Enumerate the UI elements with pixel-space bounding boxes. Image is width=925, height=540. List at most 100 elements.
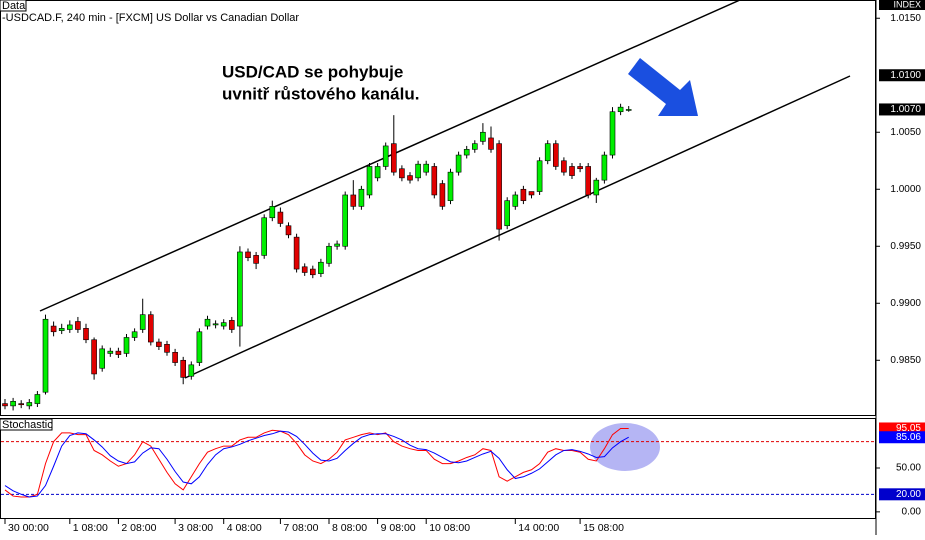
panel-label-box <box>0 0 27 12</box>
x-tick-label: 4 08:00 <box>227 522 262 534</box>
candle-body <box>10 401 16 407</box>
candle-body <box>504 200 511 227</box>
candle-body <box>552 143 559 167</box>
candle-body <box>115 350 122 355</box>
candle-body <box>366 166 373 196</box>
candle-body <box>544 143 551 162</box>
candle-body <box>18 403 25 406</box>
candle-body <box>99 348 105 369</box>
price-marker <box>879 69 925 82</box>
y-tick-label: 0.9900 <box>890 298 921 309</box>
x-tick-label: 2 08:00 <box>121 522 156 534</box>
y-tick-label: 0.9950 <box>890 241 921 252</box>
candle-body <box>156 341 162 347</box>
x-tick-label: 10 08:00 <box>429 522 470 534</box>
annotation: USD/CAD se pohybuje <box>222 62 403 81</box>
candle-body <box>382 145 389 167</box>
candle-body <box>528 191 535 196</box>
x-tick-label: 7 08:00 <box>283 522 318 534</box>
candle-body <box>188 364 195 377</box>
candle-body <box>2 403 8 407</box>
candle-body <box>439 183 446 207</box>
last-value-label: 85.06 <box>896 432 921 443</box>
candle-body <box>463 149 470 156</box>
chart-title: -USDCAD.F, 240 min - [FXCM] US Dollar vs… <box>2 12 299 24</box>
candle-body <box>471 143 478 150</box>
candle-body <box>601 154 608 181</box>
candle-body <box>164 344 170 353</box>
candle-body <box>261 217 268 256</box>
x-tick-label: 3 08:00 <box>178 522 213 534</box>
candle-body <box>293 236 300 270</box>
level-box <box>879 488 925 501</box>
candle-body <box>301 266 308 273</box>
candle-body <box>488 137 494 150</box>
candle-body <box>455 154 462 173</box>
candle-body <box>131 331 138 338</box>
y-tick-label: 1.0050 <box>890 127 921 138</box>
candle-body <box>326 245 332 264</box>
panel-label-box <box>0 418 53 431</box>
candle-body <box>585 166 592 196</box>
candle-body <box>220 322 227 327</box>
x-tick-label: 14 00:00 <box>518 522 559 534</box>
last-value-label: 95.05 <box>896 423 921 434</box>
candle-body <box>423 163 430 173</box>
candle-body <box>569 166 575 176</box>
candle-body <box>390 143 397 173</box>
channel-lower <box>184 75 851 379</box>
candle-body <box>229 320 235 330</box>
candle-body <box>139 314 146 330</box>
candle-body <box>520 188 527 201</box>
candle-body <box>91 339 97 375</box>
candle-body <box>148 314 154 343</box>
candle-body <box>34 394 41 404</box>
arrow <box>628 58 698 116</box>
annotation: uvnitř růstového kanálu. <box>222 84 419 103</box>
candle-body <box>577 166 583 170</box>
candle-body <box>285 225 292 236</box>
candle-body <box>309 268 316 276</box>
candle-body <box>407 175 413 181</box>
candle-body <box>350 194 357 207</box>
candle-body <box>609 111 616 156</box>
price-marker <box>879 103 925 116</box>
axis-label: INDEX <box>893 0 921 9</box>
candle-body <box>212 323 219 326</box>
axis-label-box <box>879 0 925 10</box>
candle-body <box>561 160 567 173</box>
candle-body <box>237 251 243 327</box>
candle-body <box>269 206 276 219</box>
candle-body <box>358 188 365 207</box>
candle-body <box>536 160 543 192</box>
candle-body <box>617 106 624 113</box>
candle-body <box>480 131 486 142</box>
level-label: 20.00 <box>896 489 921 500</box>
candle-body <box>277 211 284 224</box>
candle-body <box>42 318 49 393</box>
panel-label: Data <box>2 0 26 12</box>
candle-body <box>625 109 632 111</box>
stoch-line <box>4 427 629 498</box>
price-marker-label: 1.0070 <box>890 104 921 115</box>
candle-body <box>180 359 186 378</box>
candle-body <box>172 351 178 363</box>
panel-label: Stochastic <box>2 419 53 431</box>
candle-body <box>204 318 211 327</box>
candle-body <box>83 328 89 341</box>
last-value-box <box>879 431 925 444</box>
candle-body <box>415 163 421 179</box>
candle-body <box>75 321 81 330</box>
y-tick-label: 1.0000 <box>890 184 921 195</box>
candle-body <box>334 243 340 247</box>
y-tick-label: 0.00 <box>902 507 922 518</box>
candle-body <box>123 337 130 354</box>
candle-body <box>512 194 519 207</box>
y-tick-label: 0.9850 <box>890 355 921 366</box>
y-tick-label: 1.0150 <box>890 13 921 24</box>
y-tick-label: 50.00 <box>896 463 921 474</box>
candle-body <box>342 194 349 247</box>
stoch-line <box>4 430 629 498</box>
candle-body <box>196 331 203 363</box>
